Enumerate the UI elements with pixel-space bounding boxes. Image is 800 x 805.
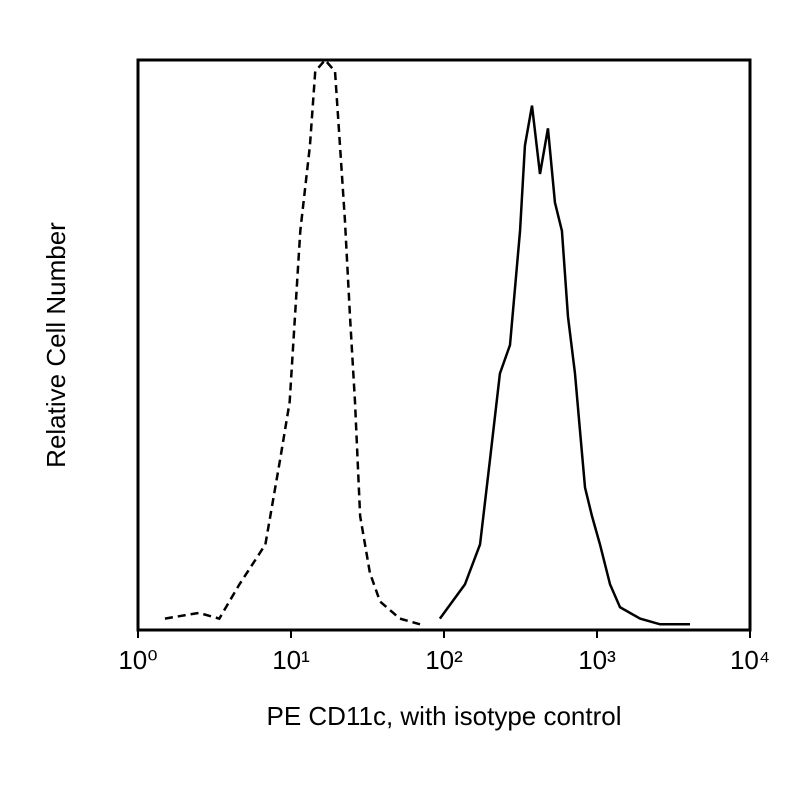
x-tick-label: 10¹	[272, 645, 310, 675]
x-tick-label: 10²	[425, 645, 463, 675]
histogram-line	[438, 105, 691, 626]
plot-frame	[136, 58, 752, 632]
x-tick-label: 10³	[578, 645, 616, 675]
x-tick-label: 10⁰	[118, 645, 157, 675]
x-axis-label: PE CD11c, with isotype control	[267, 701, 622, 731]
y-axis-label: Relative Cell Number	[41, 222, 71, 468]
histogram-line	[164, 58, 421, 626]
x-tick-label: 10⁴	[730, 645, 770, 675]
